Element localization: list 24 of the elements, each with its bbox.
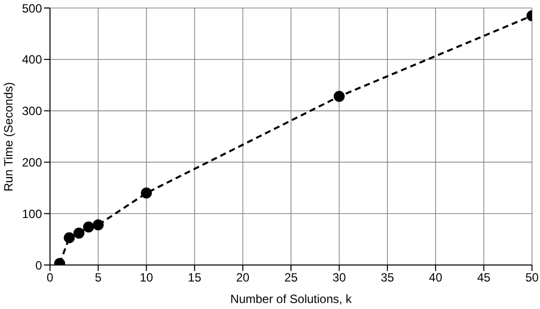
y-tick-label: 300: [22, 104, 42, 118]
y-tick-label: 200: [22, 155, 42, 170]
x-tick-label: 5: [94, 270, 102, 285]
y-tick-label: 400: [22, 52, 42, 67]
y-axis-title: Run Time (Seconds): [1, 82, 16, 192]
x-tick-label: 20: [236, 270, 250, 285]
x-tick-label: 45: [477, 270, 491, 285]
y-tick-label: 500: [22, 1, 42, 16]
y-tick-label: 100: [22, 206, 42, 221]
x-tick-label: 40: [428, 270, 443, 285]
x-tick-label: 30: [332, 270, 346, 285]
point: [73, 228, 84, 239]
x-tick-label: 50: [525, 270, 539, 285]
y-tick-label: 0: [35, 258, 42, 272]
point: [92, 219, 104, 230]
x-tick-label: 10: [140, 270, 154, 285]
point: [64, 232, 75, 244]
point: [83, 221, 94, 232]
x-tick-label: 15: [188, 270, 202, 285]
x-tick-label: 35: [380, 270, 394, 285]
point: [140, 188, 152, 199]
x-tick-label: 0: [46, 270, 54, 285]
x-axis-title: Number of Solutions, k: [230, 292, 353, 306]
x-tick-label: 25: [284, 270, 298, 285]
